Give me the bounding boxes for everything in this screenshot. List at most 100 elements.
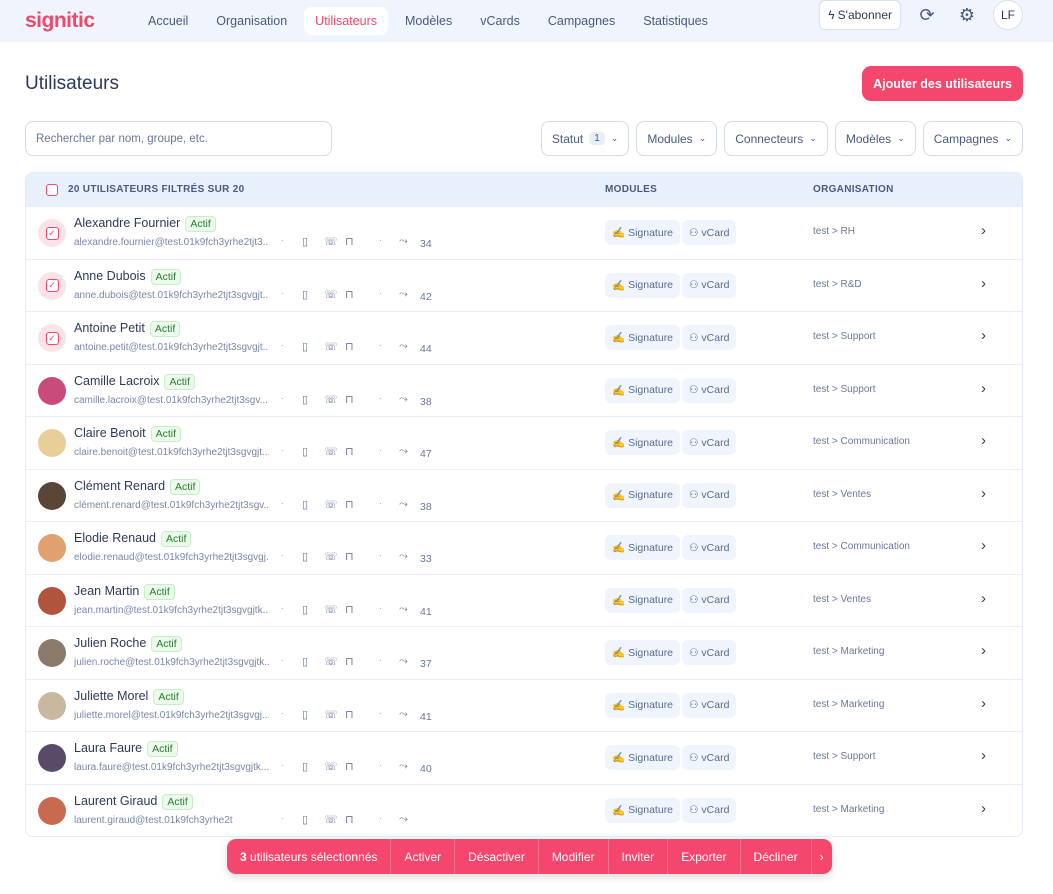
module-vcard-tag[interactable]: ⚇ vCard [682, 587, 737, 613]
module-vcard-tag[interactable]: ⚇ vCard [682, 482, 737, 508]
table-row[interactable]: Camille Lacroix Actif camille.lacroix@tes… [26, 363, 1022, 417]
organisation-path[interactable]: test > R&D [813, 278, 862, 290]
module-signature-tag[interactable]: ✍ Signature [605, 325, 681, 350]
sync-icon[interactable]: ⟳ [919, 4, 935, 25]
organisation-path[interactable]: test > RH [813, 226, 855, 237]
user-name[interactable]: Clément Renard [74, 478, 166, 493]
row-checkbox-checked[interactable]: ✓ [38, 271, 66, 300]
module-vcard-tag[interactable]: ⚇ vCard [682, 272, 737, 298]
module-signature-tag[interactable]: ✍ Signature [605, 745, 681, 770]
row-checkbox-checked[interactable]: ✓ [38, 324, 66, 352]
nav-campagnes[interactable]: Campagnes [547, 14, 616, 28]
organisation-path[interactable]: test > Marketing [813, 803, 885, 815]
bulk-action-inviter[interactable]: Inviter [609, 839, 669, 874]
organisation-path[interactable]: test > Marketing [813, 646, 885, 657]
module-signature-tag[interactable]: ✍ Signature [605, 587, 681, 613]
organisation-path[interactable]: test > Marketing [813, 698, 885, 710]
bulk-action-désactiver[interactable]: Désactiver [455, 839, 539, 874]
chevron-right-icon[interactable]: › [981, 379, 986, 397]
module-vcard-tag[interactable]: ⚇ vCard [682, 430, 737, 455]
select-all-checkbox[interactable] [46, 183, 58, 196]
nav-organisation[interactable]: Organisation [216, 14, 288, 28]
filter-modules[interactable]: Modules ⌄ [636, 121, 718, 156]
module-signature-tag[interactable]: ✍ Signature [605, 377, 681, 403]
module-vcard-tag[interactable]: ⚇ vCard [682, 797, 737, 823]
filter-connecteurs[interactable]: Connecteurs ⌄ [724, 121, 828, 156]
filter-campagnes[interactable]: Campagnes ⌄ [922, 121, 1023, 156]
table-row[interactable]: ✓ Anne Dubois Actif anne.dubois@test.01k9f… [26, 258, 1022, 312]
module-vcard-tag[interactable]: ⚇ vCard [682, 220, 737, 245]
organisation-path[interactable]: test > Support [813, 383, 876, 395]
organisation-path[interactable]: test > Communication [813, 436, 910, 447]
user-avatar[interactable]: LF [993, 0, 1023, 30]
chevron-right-icon[interactable]: › [981, 589, 986, 607]
chevron-right-icon[interactable]: › [981, 537, 986, 554]
module-signature-tag[interactable]: ✍ Signature [605, 272, 681, 298]
more-actions-icon[interactable]: › [819, 849, 824, 864]
nav-statistiques[interactable]: Statistiques [643, 14, 708, 28]
chevron-right-icon[interactable]: › [981, 642, 986, 659]
module-signature-tag[interactable]: ✍ Signature [605, 482, 681, 508]
chevron-right-icon[interactable]: › [981, 694, 986, 712]
module-signature-tag[interactable]: ✍ Signature [605, 430, 681, 455]
module-vcard-tag[interactable]: ⚇ vCard [682, 325, 737, 350]
module-vcard-tag[interactable]: ⚇ vCard [682, 692, 737, 718]
module-signature-tag[interactable]: ✍ Signature [605, 535, 681, 560]
table-row[interactable]: Elodie Renaud Actif elodie.renaud@test.01… [26, 521, 1022, 574]
module-vcard-tag[interactable]: ⚇ vCard [682, 377, 737, 403]
user-name[interactable]: Laurent Giraud [74, 793, 158, 808]
table-row[interactable]: Jean Martin Actif jean.martin@test.01k9fc… [26, 573, 1022, 627]
filter-statut[interactable]: Statut 1 ⌄ [540, 121, 630, 156]
module-vcard-tag[interactable]: ⚇ vCard [682, 640, 737, 665]
bulk-action-exporter[interactable]: Exporter [668, 839, 741, 874]
table-row[interactable]: Julien Roche Actif julien.roche@test.01k9… [26, 626, 1022, 679]
add-users-button[interactable]: Ajouter des utilisateurs [862, 66, 1023, 101]
table-row[interactable]: ✓ Antoine Petit Actif antoine.petit@test.0… [26, 311, 1022, 364]
user-name[interactable]: Elodie Renaud [74, 531, 157, 545]
table-row[interactable]: Laura Faure Actif laura.faure@test.01k9fc… [26, 731, 1022, 784]
subscribe-button[interactable]: ϟ S'abonner [819, 0, 901, 30]
search-input[interactable] [25, 121, 332, 156]
user-name[interactable]: Camille Lacroix [74, 373, 160, 388]
bulk-action-modifier[interactable]: Modifier [539, 839, 609, 874]
module-signature-tag[interactable]: ✍ Signature [605, 692, 681, 718]
module-vcard-tag[interactable]: ⚇ vCard [682, 745, 737, 770]
filter-modèles[interactable]: Modèles ⌄ [834, 121, 916, 156]
user-name[interactable]: Antoine Petit [74, 321, 145, 335]
chevron-right-icon[interactable]: › [981, 222, 986, 239]
chevron-right-icon[interactable]: › [981, 747, 986, 764]
user-name[interactable]: Julien Roche [74, 636, 147, 650]
organisation-path[interactable]: test > Ventes [813, 488, 872, 500]
chevron-right-icon[interactable]: › [981, 799, 986, 817]
module-vcard-tag[interactable]: ⚇ vCard [682, 535, 737, 560]
row-checkbox-checked[interactable]: ✓ [38, 219, 66, 247]
module-signature-tag[interactable]: ✍ Signature [605, 220, 681, 245]
table-row[interactable]: Claire Benoit Actif claire.benoit@test.01… [26, 416, 1022, 469]
nav-modèles[interactable]: Modèles [405, 14, 453, 28]
table-row[interactable]: Clément Renard Actif clément.renard@test.… [26, 468, 1022, 522]
nav-accueil[interactable]: Accueil [148, 14, 189, 28]
user-name[interactable]: Claire Benoit [74, 426, 146, 440]
chevron-right-icon[interactable]: › [981, 274, 986, 292]
organisation-path[interactable]: test > Communication [813, 541, 910, 552]
nav-utilisateurs[interactable]: Utilisateurs [304, 7, 388, 35]
organisation-path[interactable]: test > Support [813, 331, 876, 342]
chevron-right-icon[interactable]: › [981, 484, 986, 502]
chevron-right-icon[interactable]: › [981, 327, 986, 344]
user-name[interactable]: Juliette Morel [74, 688, 149, 703]
module-signature-tag[interactable]: ✍ Signature [605, 640, 681, 665]
user-name[interactable]: Jean Martin [74, 583, 140, 598]
bulk-action-décliner[interactable]: Décliner [741, 839, 812, 874]
bulk-action-activer[interactable]: Activer [391, 839, 456, 874]
nav-vcards[interactable]: vCards [480, 14, 520, 28]
signitic-logo[interactable]: signitic [25, 9, 95, 32]
gear-icon[interactable]: ⚙ [958, 4, 976, 25]
user-name[interactable]: Alexandre Fournier [74, 216, 181, 230]
module-signature-tag[interactable]: ✍ Signature [605, 797, 681, 823]
user-name[interactable]: Laura Faure [74, 741, 143, 755]
organisation-path[interactable]: test > Ventes [813, 593, 872, 605]
organisation-path[interactable]: test > Support [813, 751, 876, 762]
chevron-right-icon[interactable]: › [981, 432, 986, 449]
table-row[interactable]: Juliette Morel Actif juliette.morel@test.… [26, 678, 1022, 732]
table-row[interactable]: Laurent Giraud Actif laurent.giraud@test.… [26, 783, 1022, 837]
